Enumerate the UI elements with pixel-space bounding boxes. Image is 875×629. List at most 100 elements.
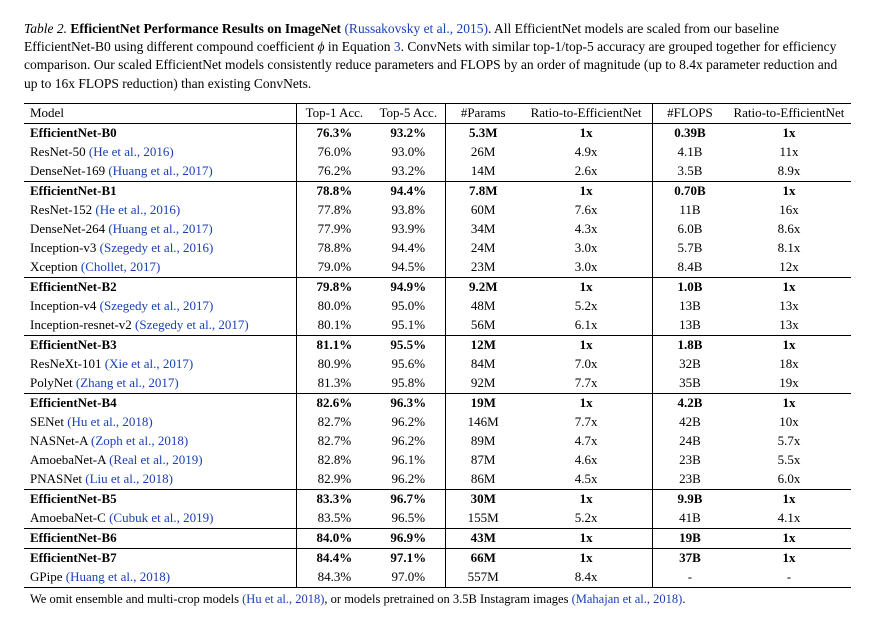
equation-ref[interactable]: 3	[394, 39, 401, 54]
cell-params: 43M	[446, 528, 520, 548]
cell-top5: 96.7%	[371, 489, 445, 509]
cell-flops: 0.39B	[652, 123, 726, 143]
cell-params: 12M	[446, 335, 520, 355]
model-citation[interactable]: (He et al., 2016)	[95, 202, 180, 217]
table-group: EfficientNet-B482.6%96.3%19M1x4.2B1xSENe…	[24, 393, 851, 489]
cell-params: 5.3M	[446, 123, 520, 143]
table-row: PolyNet (Zhang et al., 2017)81.3%95.8%92…	[24, 374, 851, 394]
cell-rp: 1x	[520, 528, 652, 548]
model-name: AmoebaNet-C	[30, 510, 109, 525]
cell-params: 7.8M	[446, 181, 520, 201]
model-citation[interactable]: (Huang et al., 2018)	[66, 569, 170, 584]
cell-flops: 13B	[652, 297, 726, 316]
cell-params: 86M	[446, 470, 520, 490]
cell-flops: 32B	[652, 355, 726, 374]
cell-rf: 19x	[727, 374, 851, 394]
table-row: EfficientNet-B583.3%96.7%30M1x9.9B1x	[24, 489, 851, 509]
cell-params: 66M	[446, 548, 520, 568]
model-citation[interactable]: (Xie et al., 2017)	[105, 356, 193, 371]
cell-flops: 4.1B	[652, 143, 726, 162]
col-params: #Params	[446, 103, 520, 123]
cell-rp: 2.6x	[520, 162, 652, 182]
model-citation[interactable]: (Real et al., 2019)	[109, 452, 203, 467]
footnote-b: , or models pretrained on 3.5B Instagram…	[324, 592, 571, 606]
cell-flops: 23B	[652, 451, 726, 470]
cite-russakovsky[interactable]: (Russakovsky et al., 2015)	[344, 21, 488, 36]
model-citation[interactable]: (Cubuk et al., 2019)	[109, 510, 213, 525]
model-citation[interactable]: (Huang et al., 2017)	[108, 163, 212, 178]
cell-top1: 84.3%	[297, 568, 371, 588]
cell-flops: 9.9B	[652, 489, 726, 509]
cell-top1: 76.3%	[297, 123, 371, 143]
cell-top1: 80.9%	[297, 355, 371, 374]
table-row: GPipe (Huang et al., 2018)84.3%97.0%557M…	[24, 568, 851, 588]
model-name: EfficientNet-B5	[30, 491, 117, 506]
cell-model: AmoebaNet-C (Cubuk et al., 2019)	[24, 509, 297, 529]
cell-params: 34M	[446, 220, 520, 239]
cell-top5: 96.2%	[371, 470, 445, 490]
cell-top1: 79.0%	[297, 258, 371, 278]
model-name: NASNet-A	[30, 433, 91, 448]
caption-body-b: in Equation	[325, 39, 394, 54]
cell-rf: 1x	[727, 489, 851, 509]
col-ratio-flops: Ratio-to-EfficientNet	[727, 103, 851, 123]
cell-model: EfficientNet-B0	[24, 123, 297, 143]
cell-top1: 82.7%	[297, 413, 371, 432]
cite-mahajan[interactable]: (Mahajan et al., 2018)	[572, 592, 683, 606]
cell-flops: 23B	[652, 470, 726, 490]
table-row: AmoebaNet-C (Cubuk et al., 2019)83.5%96.…	[24, 509, 851, 529]
table-row: NASNet-A (Zoph et al., 2018)82.7%96.2%89…	[24, 432, 851, 451]
model-citation[interactable]: (Zhang et al., 2017)	[76, 375, 179, 390]
cell-rf: 13x	[727, 297, 851, 316]
model-citation[interactable]: (Szegedy et al., 2017)	[100, 298, 214, 313]
cell-top5: 97.1%	[371, 548, 445, 568]
cell-top1: 82.9%	[297, 470, 371, 490]
table-group: EfficientNet-B583.3%96.7%30M1x9.9B1xAmoe…	[24, 489, 851, 528]
cell-model: Inception-resnet-v2 (Szegedy et al., 201…	[24, 316, 297, 336]
model-name: EfficientNet-B1	[30, 183, 117, 198]
cell-model: EfficientNet-B5	[24, 489, 297, 509]
col-model: Model	[24, 103, 297, 123]
table-row: ResNeXt-101 (Xie et al., 2017)80.9%95.6%…	[24, 355, 851, 374]
model-name: AmoebaNet-A	[30, 452, 109, 467]
cell-rf: 16x	[727, 201, 851, 220]
model-name: Inception-v4	[30, 298, 100, 313]
cell-flops: 1.8B	[652, 335, 726, 355]
cell-rp: 7.0x	[520, 355, 652, 374]
cell-params: 87M	[446, 451, 520, 470]
cell-rf: 10x	[727, 413, 851, 432]
model-name: SENet	[30, 414, 67, 429]
model-citation[interactable]: (Huang et al., 2017)	[108, 221, 212, 236]
model-citation[interactable]: (Chollet, 2017)	[81, 259, 160, 274]
model-citation[interactable]: (Hu et al., 2018)	[67, 414, 153, 429]
cell-top5: 95.8%	[371, 374, 445, 394]
model-citation[interactable]: (Zoph et al., 2018)	[91, 433, 188, 448]
model-citation[interactable]: (Liu et al., 2018)	[85, 471, 173, 486]
cell-rp: 1x	[520, 123, 652, 143]
model-citation[interactable]: (Szegedy et al., 2016)	[100, 240, 214, 255]
table-row: Inception-v4 (Szegedy et al., 2017)80.0%…	[24, 297, 851, 316]
model-citation[interactable]: (Szegedy et al., 2017)	[135, 317, 249, 332]
cell-model: EfficientNet-B3	[24, 335, 297, 355]
cite-hu[interactable]: (Hu et al., 2018)	[242, 592, 324, 606]
model-name: ResNeXt-101	[30, 356, 105, 371]
caption-title: EfficientNet Performance Results on Imag…	[70, 21, 341, 36]
col-top1: Top-1 Acc.	[297, 103, 371, 123]
model-citation[interactable]: (He et al., 2016)	[89, 144, 174, 159]
cell-top1: 82.7%	[297, 432, 371, 451]
table-row: EfficientNet-B076.3%93.2%5.3M1x0.39B1x	[24, 123, 851, 143]
cell-top1: 78.8%	[297, 181, 371, 201]
table-caption: Table 2. EfficientNet Performance Result…	[24, 20, 851, 93]
cell-params: 24M	[446, 239, 520, 258]
cell-model: GPipe (Huang et al., 2018)	[24, 568, 297, 588]
cell-rp: 1x	[520, 393, 652, 413]
model-name: Xception	[30, 259, 81, 274]
cell-top5: 93.2%	[371, 123, 445, 143]
cell-model: ResNet-152 (He et al., 2016)	[24, 201, 297, 220]
table-row: DenseNet-264 (Huang et al., 2017)77.9%93…	[24, 220, 851, 239]
cell-model: PNASNet (Liu et al., 2018)	[24, 470, 297, 490]
cell-top1: 78.8%	[297, 239, 371, 258]
table-row: EfficientNet-B482.6%96.3%19M1x4.2B1x	[24, 393, 851, 413]
cell-params: 557M	[446, 568, 520, 588]
table-group: EfficientNet-B381.1%95.5%12M1x1.8B1xResN…	[24, 335, 851, 393]
